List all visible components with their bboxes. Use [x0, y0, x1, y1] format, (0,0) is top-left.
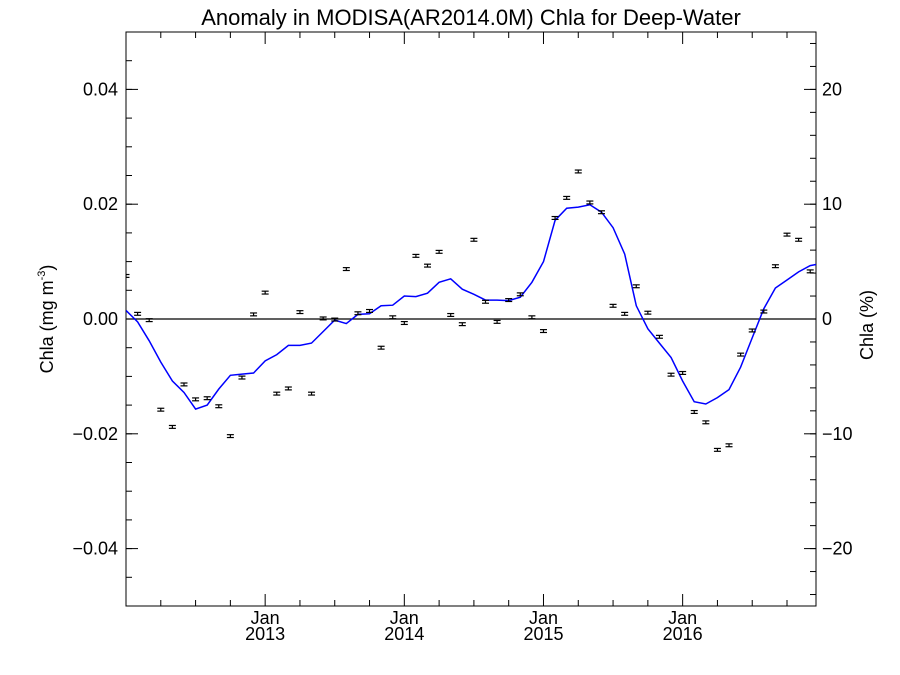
errorbar-point [331, 317, 339, 322]
errorbar-point [308, 391, 316, 396]
errorbar-point [725, 443, 733, 448]
errorbar-point [737, 352, 745, 357]
errorbar-point [400, 320, 408, 326]
y-tick-label: 0.04 [83, 79, 118, 99]
y2-tick-label: −20 [822, 539, 853, 559]
x-tick-month: Jan [251, 608, 280, 628]
errorbar-point [238, 375, 246, 380]
x-tick-year: 2016 [663, 624, 703, 644]
errorbar-point [609, 303, 617, 308]
errorbar-point [795, 237, 803, 242]
errorbar-point [481, 299, 489, 304]
y2-tick-label: 20 [822, 79, 842, 99]
errorbar-point [493, 319, 501, 324]
errorbar-point [655, 334, 663, 339]
errorbar-point [354, 311, 362, 316]
errorbar-point [748, 328, 756, 333]
errorbar-point [679, 370, 687, 375]
errorbar-point [250, 312, 258, 317]
x-tick-year: 2015 [523, 624, 563, 644]
errorbar-point [389, 315, 397, 320]
monthly-errorbars [126, 169, 814, 452]
chart-title: Anomaly in MODISA(AR2014.0M) Chla for De… [201, 5, 741, 30]
errorbar-point [261, 290, 269, 295]
errorbar-point [528, 315, 536, 320]
errorbar-point [180, 382, 188, 387]
errorbar-point [783, 232, 791, 237]
errorbar-point [574, 169, 582, 174]
errorbar-point [435, 249, 443, 254]
errorbar-point [563, 195, 571, 200]
errorbar-point [621, 311, 629, 316]
y-tick-label: 0.00 [83, 309, 118, 329]
errorbar-point [134, 311, 142, 316]
errorbar-point [145, 318, 153, 323]
errorbar-point [192, 397, 200, 402]
errorbar-point [366, 308, 374, 313]
errorbar-point [760, 309, 768, 314]
errorbar-point [586, 200, 594, 205]
errorbar-point [126, 273, 130, 278]
errorbar-point [771, 264, 779, 269]
errorbar-point [226, 434, 234, 439]
errorbar-point [551, 215, 559, 221]
errorbar-point [412, 253, 420, 258]
errorbar-point [597, 210, 605, 215]
errorbar-point [516, 292, 524, 297]
errorbar-point [273, 391, 281, 396]
x-tick-month: Jan [390, 608, 419, 628]
errorbar-point [447, 312, 455, 318]
errorbar-point [505, 298, 513, 303]
x-tick-month: Jan [668, 608, 697, 628]
y-tick-label: −0.02 [72, 424, 118, 444]
errorbar-point [806, 269, 814, 274]
errorbar-point [157, 407, 165, 412]
y2-tick-label: 10 [822, 194, 842, 214]
y2-tick-label: 0 [822, 309, 832, 329]
x-tick-year: 2013 [245, 624, 285, 644]
y-tick-label: 0.02 [83, 194, 118, 214]
smoothed-series-line [126, 204, 816, 410]
errorbar-point [284, 386, 292, 391]
errorbar-point [342, 267, 350, 272]
errorbar-point [470, 237, 478, 242]
errorbar-point [644, 310, 652, 315]
errorbar-point [319, 316, 327, 321]
errorbar-point [215, 404, 223, 409]
y-axis-left: −0.04 −0.02 0.00 0.02 0.04 [72, 60, 138, 578]
errorbar-point [690, 409, 698, 415]
errorbar-point [713, 447, 721, 452]
y-axis-title: Chla (mg m-3) [36, 265, 57, 374]
errorbar-point [296, 310, 304, 315]
errorbar-point [458, 322, 466, 327]
errorbar-point [667, 372, 675, 377]
x-tick-year: 2014 [384, 624, 424, 644]
y2-axis-title: Chla (%) [857, 290, 877, 360]
errorbar-point [377, 345, 385, 350]
x-tick-month: Jan [529, 608, 558, 628]
y2-tick-label: −10 [822, 424, 853, 444]
errorbar-point [424, 263, 432, 268]
errorbar-point [168, 424, 176, 429]
errorbar-point [203, 396, 211, 401]
y-tick-label: −0.04 [72, 539, 118, 559]
errorbar-point [702, 420, 710, 425]
errorbar-point [539, 329, 547, 334]
errorbar-point [632, 284, 640, 289]
y-axis-right: −20 −10 0 10 20 [804, 42, 853, 596]
